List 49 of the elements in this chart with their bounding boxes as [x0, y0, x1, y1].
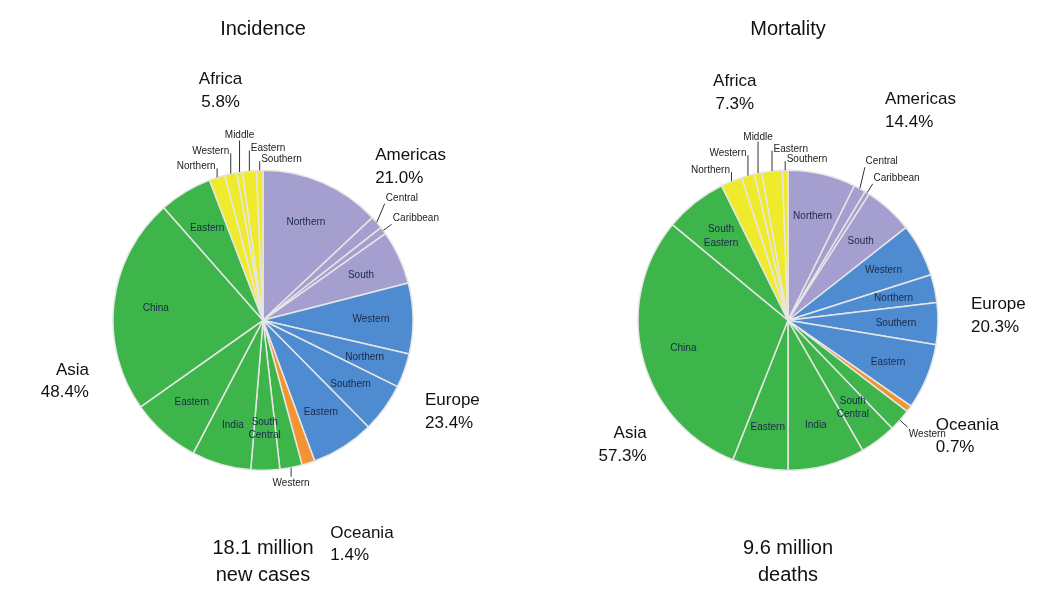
slice-label: Western: [864, 264, 902, 276]
slice-label: Western: [272, 476, 310, 488]
slice-label: Southern: [875, 317, 917, 329]
slice-label: Caribbean: [873, 171, 920, 183]
slice-label: Southern: [330, 378, 371, 390]
slice-label: Eastern: [189, 222, 225, 234]
slice-label: Northern: [176, 160, 216, 172]
slice-label: Central: [865, 154, 898, 166]
text: 9.6 million deaths: [742, 536, 834, 585]
slice-label: Northern: [793, 209, 832, 221]
slice-label: Northern: [345, 351, 385, 363]
slice-label: Eastern: [250, 142, 286, 154]
slice-label: Southern: [786, 153, 828, 165]
text: Asia 48.4%: [40, 359, 90, 402]
slice-label: Southern: [261, 153, 302, 165]
slice-label: China: [670, 341, 697, 353]
text: Asia 57.3%: [598, 423, 648, 466]
slice-label: Middle: [224, 129, 255, 141]
slice-label: Western: [709, 147, 747, 159]
slice-label: Eastern: [870, 355, 906, 367]
slice-label: Eastern: [303, 406, 339, 418]
slice-label: Western: [192, 145, 230, 157]
chart-title: Incidence: [220, 16, 306, 39]
text: Africa 5.8%: [198, 69, 243, 111]
text: Europe 23.4%: [425, 390, 480, 432]
text: Oceania 1.4%: [330, 522, 395, 565]
slice-label: Eastern: [773, 142, 808, 154]
slice-label: South: [347, 269, 375, 281]
slice-label: Middle: [743, 130, 774, 142]
text: Americas 14.4%: [885, 88, 956, 131]
slice-label: Caribbean: [392, 212, 440, 224]
slice-label: India: [805, 419, 828, 431]
slice-label: Eastern: [174, 396, 210, 408]
text: Americas 21.0%: [375, 145, 447, 187]
slice-label: India: [222, 418, 245, 430]
text: Africa 7.3%: [713, 71, 758, 114]
slice-label: Northern: [691, 164, 730, 176]
slice-label: Western: [352, 313, 390, 325]
slice-label: South: [847, 234, 874, 246]
slice-label: Central: [385, 191, 419, 203]
slice-label: China: [142, 302, 170, 314]
chart-title: Mortality: [750, 16, 826, 39]
slice-label: Eastern: [750, 420, 785, 432]
text: 18.1 million new cases: [212, 536, 314, 585]
slice-label: Northern: [874, 291, 913, 303]
slice-label: Northern: [286, 215, 326, 227]
slice-label: South Eastern: [703, 223, 739, 248]
slice-label: Western: [908, 428, 946, 440]
text: Europe 20.3%: [970, 293, 1026, 336]
